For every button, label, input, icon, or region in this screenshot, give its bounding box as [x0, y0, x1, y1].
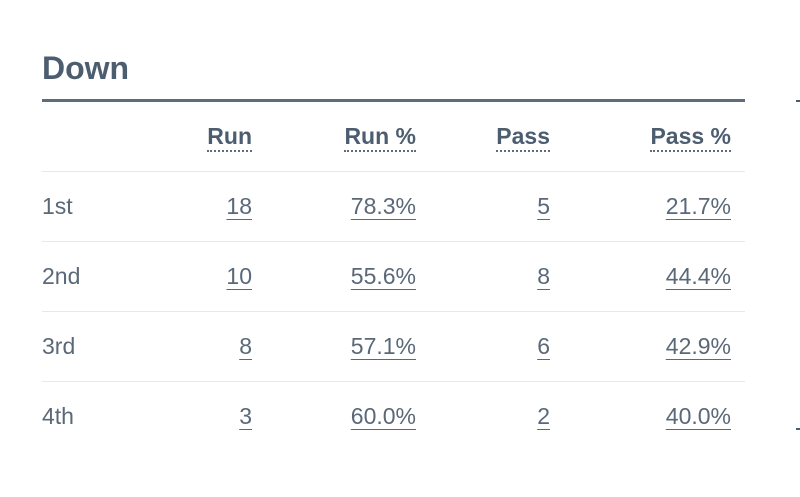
- pass-link[interactable]: 8: [537, 263, 550, 289]
- header-run-pct-label[interactable]: Run %: [344, 123, 416, 152]
- table-row: 3rd 8 57.1% 6 42.9%: [42, 311, 745, 382]
- header-pass: Pass: [416, 102, 550, 172]
- run-link[interactable]: 3: [239, 403, 252, 429]
- run-cell: 18: [120, 171, 252, 242]
- run-pct-link[interactable]: 78.3%: [350, 193, 416, 219]
- pass-pct-link[interactable]: 42.9%: [665, 333, 731, 359]
- header-pass-pct: Pass %: [550, 102, 731, 172]
- table-row: 4th 3 60.0% 2 40.0%: [42, 382, 745, 452]
- run-pct-cell: 60.0%: [252, 382, 416, 452]
- run-pct-link[interactable]: 55.6%: [350, 263, 416, 289]
- edge-mark: [796, 100, 800, 102]
- table-header-row: Run Run % Pass Pass %: [42, 102, 745, 172]
- table-row: 2nd 10 55.6% 8 44.4%: [42, 241, 745, 312]
- pass-link[interactable]: 5: [537, 193, 550, 219]
- header-run: Run: [120, 102, 252, 172]
- title-divider: [42, 99, 745, 102]
- down-label: 4th: [42, 403, 74, 429]
- edge-mark: [796, 428, 800, 430]
- down-label: 3rd: [42, 311, 120, 382]
- down-stats-table: Run Run % Pass Pass % 1st 18 78.3% 5 21.…: [42, 102, 745, 451]
- down-label: 1st: [42, 171, 120, 242]
- run-pct-link[interactable]: 57.1%: [350, 333, 416, 359]
- run-link[interactable]: 8: [239, 333, 252, 359]
- row-spacer: [731, 311, 745, 382]
- pass-pct-link[interactable]: 21.7%: [665, 193, 731, 219]
- header-run-pct: Run %: [252, 102, 416, 172]
- row-spacer: [731, 171, 745, 242]
- pass-pct-cell: 44.4%: [550, 241, 731, 312]
- pass-cell: 2: [416, 382, 550, 452]
- pass-cell: 8: [416, 241, 550, 312]
- pass-pct-link[interactable]: 40.0%: [665, 403, 731, 429]
- run-pct-cell: 78.3%: [252, 171, 416, 242]
- run-cell: 3: [120, 382, 252, 452]
- pass-pct-cell: 21.7%: [550, 171, 731, 242]
- header-spacer: [731, 102, 745, 172]
- header-pass-pct-label[interactable]: Pass %: [650, 123, 731, 152]
- pass-link[interactable]: 2: [537, 403, 550, 429]
- header-label: [42, 102, 120, 172]
- run-link[interactable]: 18: [226, 193, 252, 219]
- row-spacer: [731, 382, 745, 452]
- pass-cell: 6: [416, 311, 550, 382]
- header-run-label[interactable]: Run: [207, 123, 252, 152]
- run-cell: 10: [120, 241, 252, 312]
- run-pct-cell: 57.1%: [252, 311, 416, 382]
- section-title: Down: [42, 50, 130, 86]
- run-cell: 8: [120, 311, 252, 382]
- row-spacer: [731, 241, 745, 312]
- down-label: 2nd: [42, 241, 120, 312]
- header-pass-label[interactable]: Pass: [496, 123, 550, 152]
- pass-cell: 5: [416, 171, 550, 242]
- run-pct-link[interactable]: 60.0%: [350, 403, 416, 429]
- run-link[interactable]: 10: [226, 263, 252, 289]
- pass-pct-cell: 42.9%: [550, 311, 731, 382]
- pass-pct-link[interactable]: 44.4%: [665, 263, 731, 289]
- table-row: 1st 18 78.3% 5 21.7%: [42, 171, 745, 242]
- pass-pct-cell: 40.0%: [550, 382, 731, 452]
- run-pct-cell: 55.6%: [252, 241, 416, 312]
- pass-link[interactable]: 6: [537, 333, 550, 359]
